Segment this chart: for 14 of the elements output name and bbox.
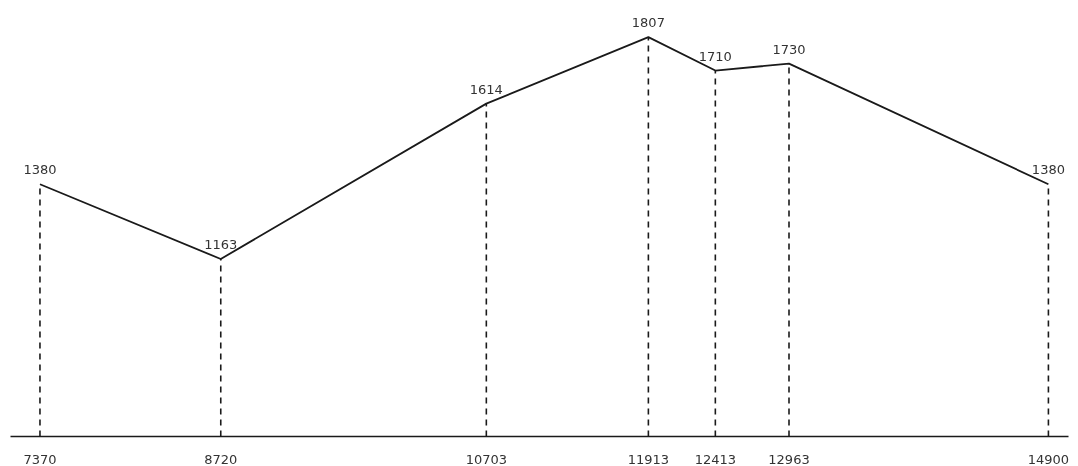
data-label: 1710 (698, 48, 732, 64)
x-tick-label: 14900 (1027, 451, 1070, 466)
data-label: 1380 (23, 162, 57, 178)
x-tick-label: 7370 (23, 451, 57, 466)
data-label: 1163 (204, 237, 238, 252)
data-label: 1614 (469, 81, 503, 97)
data-label: 1380 (1031, 162, 1065, 178)
x-tick-label: 12413 (694, 451, 737, 466)
data-label: 1730 (772, 41, 806, 57)
x-tick-label: 8720 (204, 451, 238, 466)
x-tick-label: 10703 (465, 451, 508, 466)
data-label: 1807 (631, 15, 665, 31)
x-tick-label: 12963 (768, 451, 810, 466)
x-tick-label: 11913 (627, 451, 670, 466)
